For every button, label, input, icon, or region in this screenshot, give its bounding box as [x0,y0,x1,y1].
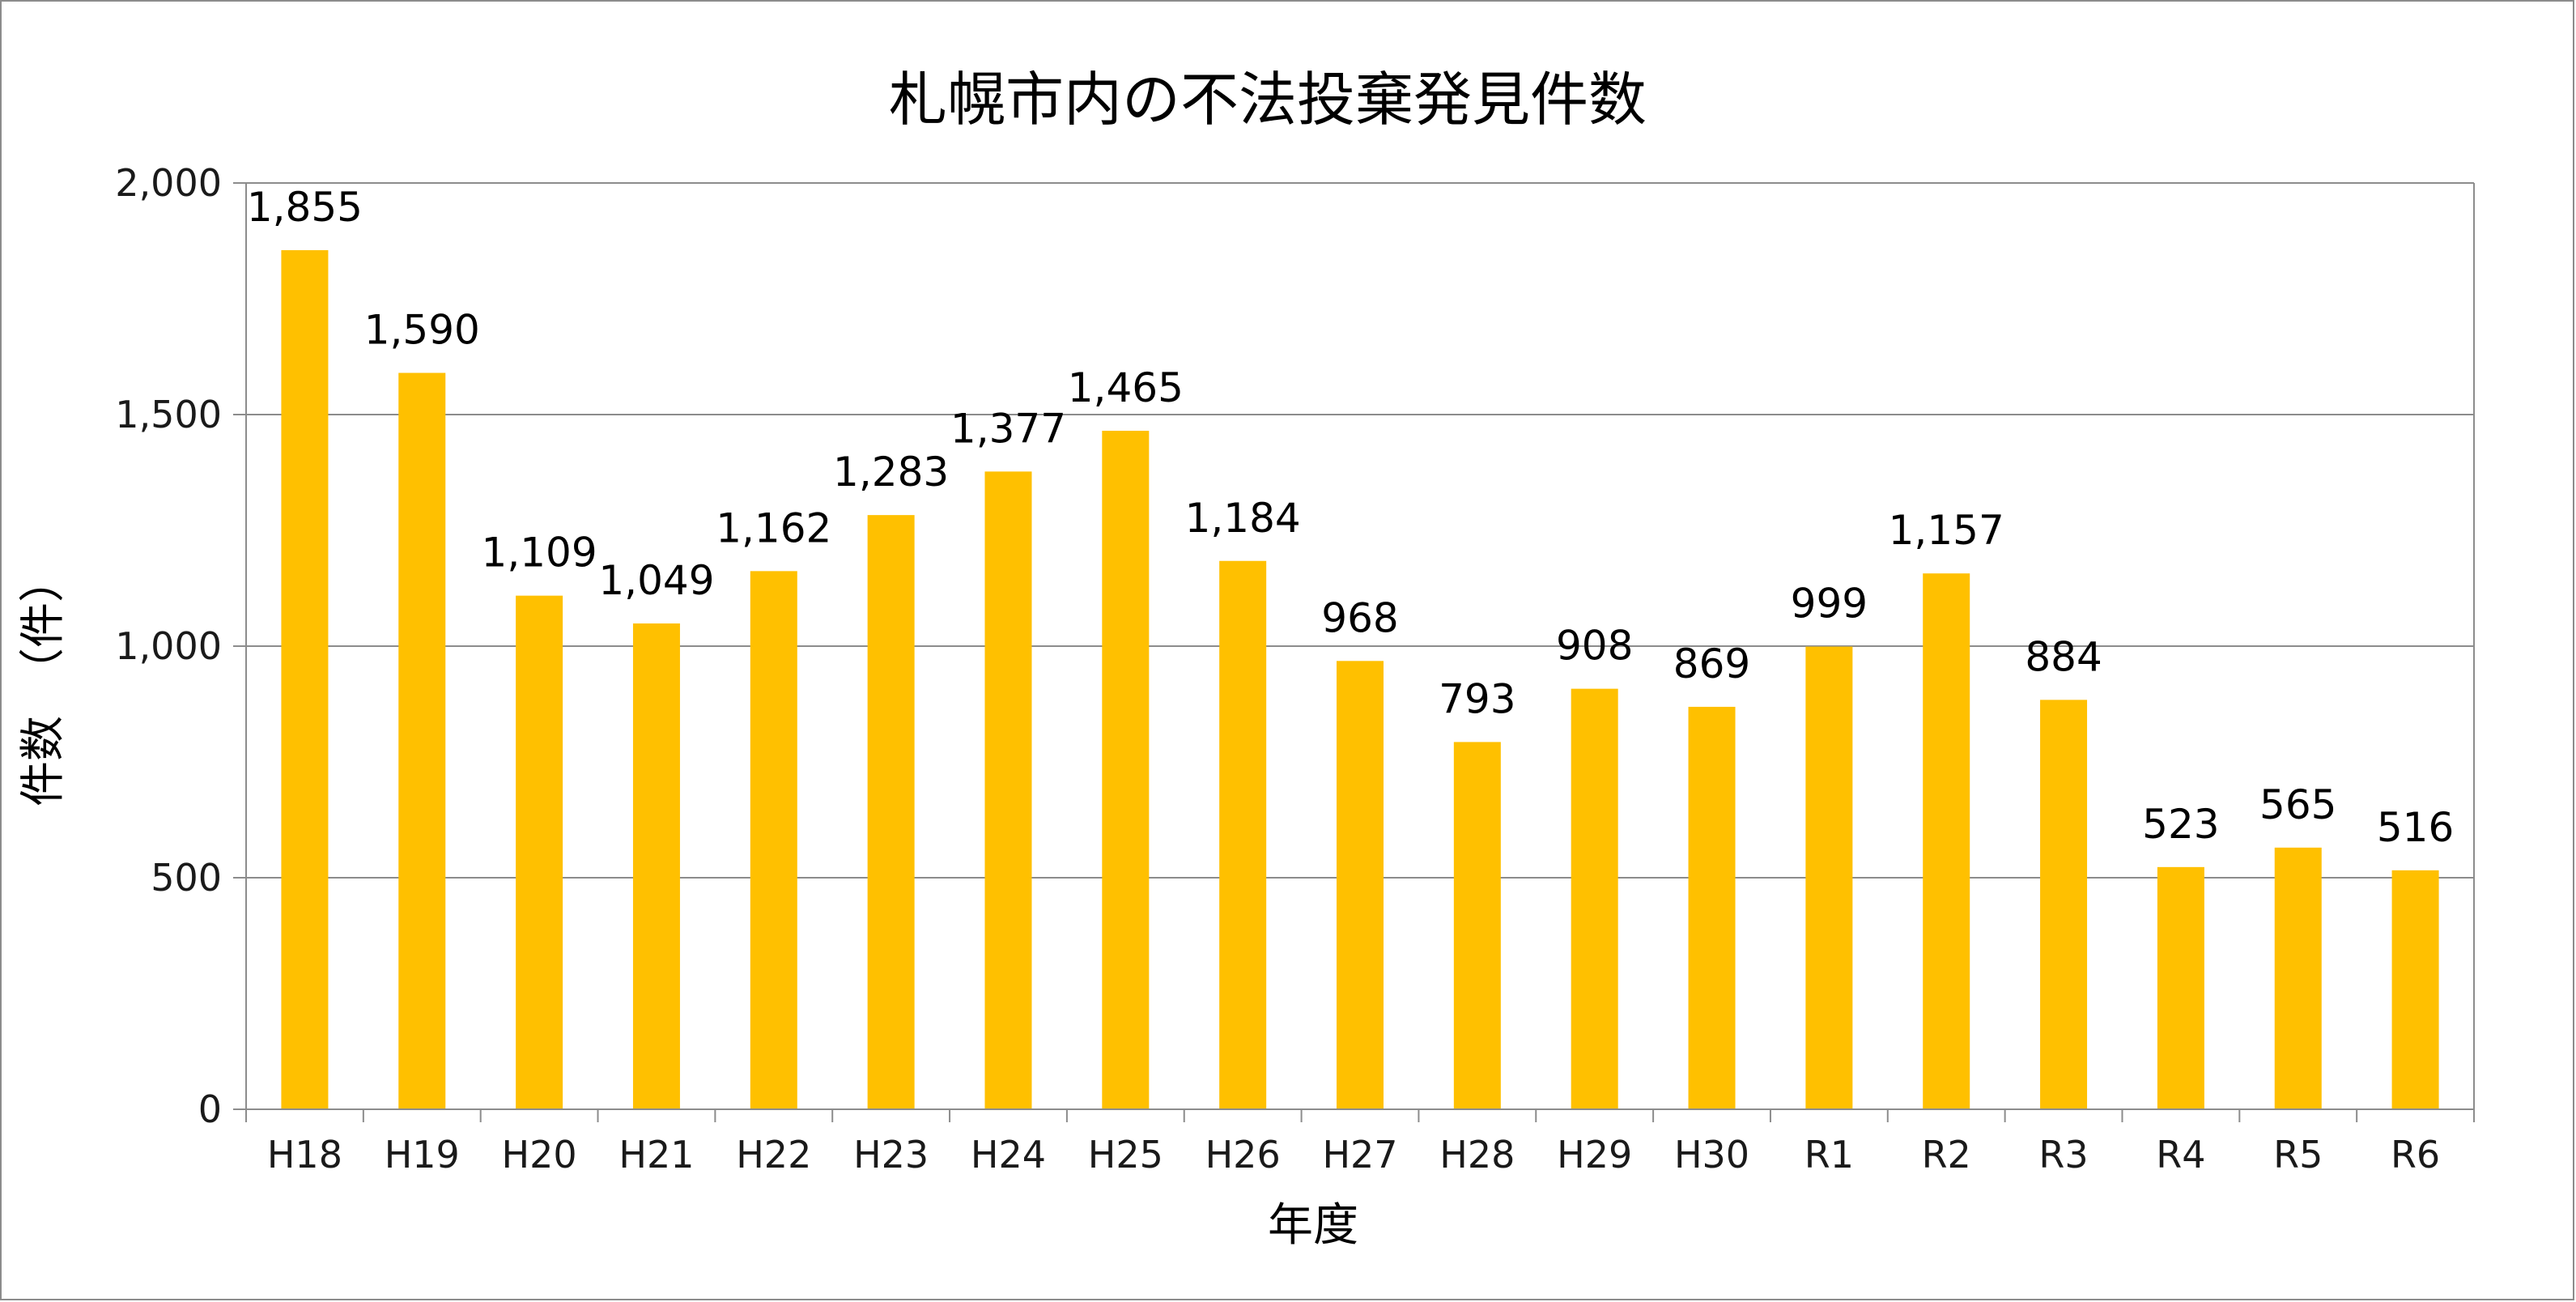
x-tick-label-H24: H24 [971,1133,1046,1176]
bar-R2 [1923,573,1970,1109]
data-label-H24: 1,377 [950,405,1066,452]
x-tick-label-R6: R6 [2391,1133,2440,1176]
data-label-H29: 908 [1556,623,1633,670]
data-label-H21: 1,049 [598,557,714,604]
bar-H29 [1571,688,1618,1109]
bar-H24 [984,471,1032,1109]
bar-H28 [1453,742,1501,1109]
bar-H20 [516,595,563,1109]
chart-title: 札幌市内の不法投棄発見件数 [889,66,1647,134]
bar-H19 [398,372,446,1109]
y-tick-label: 1,000 [115,624,222,668]
bars [281,249,2439,1110]
data-label-H28: 793 [1439,675,1515,722]
x-tick-label-H28: H28 [1439,1133,1515,1176]
x-tick-label-R2: R2 [1922,1133,1971,1176]
x-tick-label-R5: R5 [2273,1133,2323,1176]
x-tick-label-H19: H19 [385,1133,460,1176]
bar-R3 [2040,700,2088,1109]
y-axis-title: 件数 （件） [17,557,70,806]
x-tick-label-H23: H23 [853,1133,929,1176]
x-tick-label-H20: H20 [502,1133,577,1176]
y-tick-label: 2,000 [115,161,222,205]
data-label-R1: 999 [1791,581,1868,628]
data-label-R4: 523 [2142,801,2219,848]
data-label-H25: 1,465 [1068,364,1184,411]
bar-R6 [2391,870,2439,1109]
x-axis-title: 年度 [1268,1199,1358,1252]
data-label-H19: 1,590 [364,307,480,354]
x-tick-label-H29: H29 [1557,1133,1632,1176]
x-tick-label-R4: R4 [2156,1133,2205,1176]
bar-H30 [1688,706,1736,1109]
data-label-R6: 516 [2377,804,2454,851]
bar-H23 [867,515,915,1109]
data-label-R3: 884 [2025,633,2102,680]
data-label-R5: 565 [2259,781,2336,828]
x-tick-label-H27: H27 [1322,1133,1397,1176]
x-tick-label-H21: H21 [618,1133,694,1176]
x-tick-label-H18: H18 [267,1133,342,1176]
data-label-H18: 1,855 [247,184,363,231]
y-tick-label: 500 [151,856,222,900]
bar-R5 [2274,847,2322,1109]
data-label-H20: 1,109 [482,530,597,577]
y-tick-label: 1,500 [115,393,222,436]
x-tick-label-H22: H22 [736,1133,811,1176]
x-tick-label-R1: R1 [1804,1133,1854,1176]
bar-H18 [281,249,329,1110]
x-tick-label-H25: H25 [1088,1133,1163,1176]
data-label-H23: 1,283 [833,449,949,496]
x-tick-label-H30: H30 [1674,1133,1749,1176]
x-tick-label-R3: R3 [2038,1133,2088,1176]
bar-H22 [750,571,797,1109]
bar-H27 [1337,661,1384,1109]
bar-R1 [1805,646,1853,1109]
bar-H25 [1102,431,1150,1109]
x-tick-label-H26: H26 [1205,1133,1281,1176]
data-label-H22: 1,162 [716,504,831,551]
bar-H26 [1219,560,1267,1109]
data-label-H27: 968 [1321,594,1398,641]
data-label-H30: 869 [1673,640,1750,687]
bar-R4 [2157,866,2204,1109]
y-tick-label: 0 [198,1087,222,1131]
axes: 0 500 1,000 1,500 2,000 H18 H19 H20 H21 H22 H23 H24… [115,161,2475,1176]
data-label-H26: 1,184 [1185,495,1301,542]
data-label-R2: 1,157 [1889,507,2004,554]
bar-H21 [632,623,680,1109]
data-labels: 1,855 1,590 1,1091,0491,1621,2831,3771,465… [247,184,2454,851]
